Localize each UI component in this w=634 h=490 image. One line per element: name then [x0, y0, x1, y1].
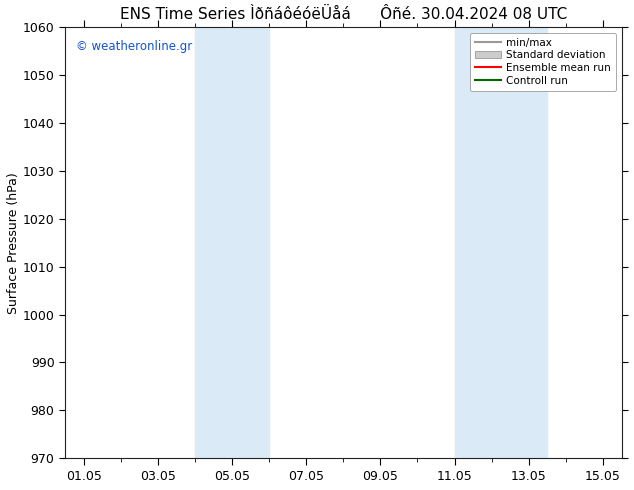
Text: © weatheronline.gr: © weatheronline.gr [76, 40, 192, 53]
Legend: min/max, Standard deviation, Ensemble mean run, Controll run: min/max, Standard deviation, Ensemble me… [470, 32, 616, 91]
Bar [455, 27, 547, 458]
Title: ENS Time Series ÌðñáôéóëÜåá      Ôñé. 30.04.2024 08 UTC: ENS Time Series ÌðñáôéóëÜåá Ôñé. 30.04.2… [120, 7, 567, 22]
Bar [195, 27, 269, 458]
Y-axis label: Surface Pressure (hPa): Surface Pressure (hPa) [7, 172, 20, 314]
